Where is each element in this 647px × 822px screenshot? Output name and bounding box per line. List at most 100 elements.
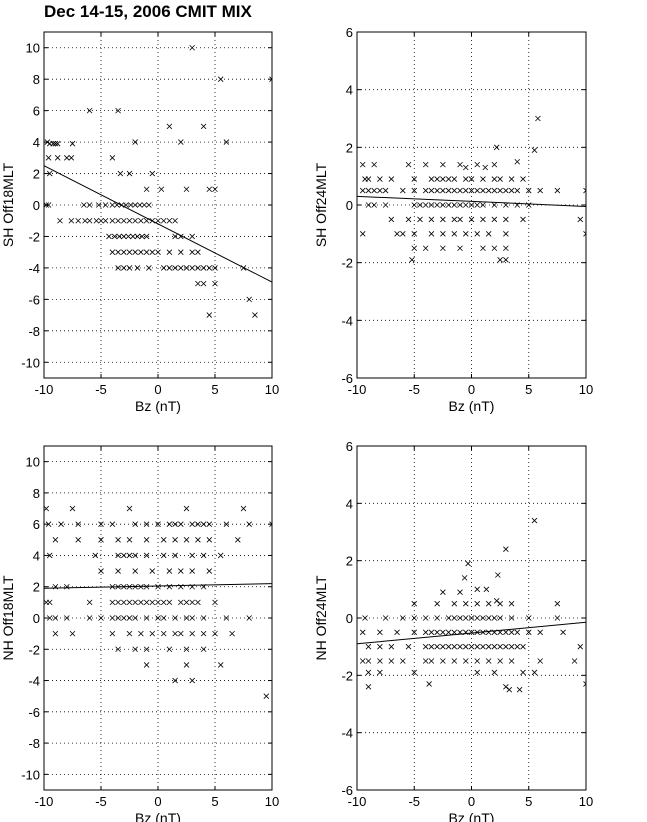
data-point [520, 669, 526, 676]
data-point [508, 643, 515, 650]
data-point [115, 537, 121, 543]
data-point [160, 552, 167, 559]
data-point [451, 216, 458, 223]
data-point [491, 176, 498, 182]
x-tick-label: -10 [35, 382, 54, 397]
data-point [200, 615, 207, 621]
data-point [508, 187, 515, 194]
data-point [462, 187, 469, 194]
data-point [411, 629, 418, 636]
data-point [491, 615, 498, 621]
data-point [45, 521, 52, 527]
data-point [359, 658, 366, 664]
data-point [382, 187, 389, 194]
data-point [166, 568, 173, 574]
data-point [451, 643, 458, 650]
y-tick-label: 10 [26, 41, 40, 56]
data-point [143, 552, 150, 559]
data-point [86, 615, 93, 621]
y-tick-label: -4 [28, 674, 40, 689]
data-point [212, 599, 218, 606]
scatter-series [44, 505, 272, 699]
y-tick-label: -8 [28, 324, 40, 339]
data-point [200, 280, 207, 287]
data-point [64, 615, 70, 621]
data-point [474, 161, 481, 168]
data-point [106, 233, 112, 240]
axes-frame [356, 445, 587, 791]
data-point [115, 249, 121, 255]
x-tick-label: 10 [265, 382, 279, 397]
data-point [132, 646, 138, 653]
data-point [143, 662, 150, 668]
data-point [445, 629, 452, 636]
data-point [166, 521, 173, 527]
data-point [440, 643, 446, 650]
data-point [178, 521, 184, 527]
data-point [388, 216, 395, 223]
y-tick-label: 6 [346, 25, 353, 40]
data-point [462, 658, 469, 664]
data-point [491, 202, 498, 208]
data-point [531, 669, 538, 676]
data-point [405, 643, 412, 650]
data-point [428, 231, 435, 237]
data-point [178, 568, 184, 574]
data-point [451, 600, 458, 607]
data-point [503, 684, 509, 690]
data-point [183, 186, 190, 193]
data-point [474, 615, 481, 621]
data-point [126, 217, 133, 224]
data-point [64, 155, 70, 161]
data-point [503, 643, 509, 650]
data-point [485, 658, 492, 664]
y-tick-label: 0 [33, 611, 40, 626]
data-point [457, 187, 463, 194]
data-point [57, 217, 63, 224]
data-point [68, 217, 75, 224]
data-point [109, 615, 116, 621]
data-point [480, 216, 486, 223]
data-point [246, 615, 252, 621]
data-point [109, 202, 116, 208]
data-point [115, 646, 121, 653]
data-point [155, 599, 161, 606]
data-point [428, 216, 435, 223]
data-point [525, 187, 532, 194]
data-point [178, 599, 184, 606]
data-point [434, 615, 440, 621]
data-point [138, 630, 144, 637]
data-point [98, 615, 104, 621]
data-point [52, 140, 59, 147]
data-point [86, 599, 93, 606]
x-tick-label: -5 [95, 382, 107, 397]
data-point [516, 686, 523, 693]
data-point [400, 231, 406, 237]
data-point [98, 568, 104, 574]
data-point [440, 216, 446, 223]
data-point [46, 552, 53, 559]
data-point [132, 202, 138, 208]
data-point [143, 646, 150, 653]
data-point [130, 233, 136, 240]
fit-line [357, 195, 586, 207]
data-point [497, 643, 503, 650]
data-point [440, 176, 446, 182]
x-axis-label: Bz (nT) [135, 810, 181, 822]
y-tick-label: -2 [341, 256, 353, 271]
plot-nh-off18mlt: -10 -5 0 5 10 -10 -8 -6 -4 -2 0 2 4 6 8 10 Bz (nT) NH Off… [0, 445, 279, 822]
data-point [75, 521, 81, 527]
data-point [81, 202, 87, 208]
data-point [474, 187, 481, 194]
data-point [428, 643, 435, 650]
data-point [138, 599, 144, 606]
data-point [160, 630, 167, 637]
data-point [440, 161, 446, 168]
data-point [520, 176, 526, 182]
data-point [457, 615, 463, 621]
data-point [126, 615, 133, 621]
y-tick-label: -2 [28, 642, 40, 657]
data-point [93, 217, 100, 224]
data-point [155, 583, 161, 590]
data-point [143, 599, 150, 606]
